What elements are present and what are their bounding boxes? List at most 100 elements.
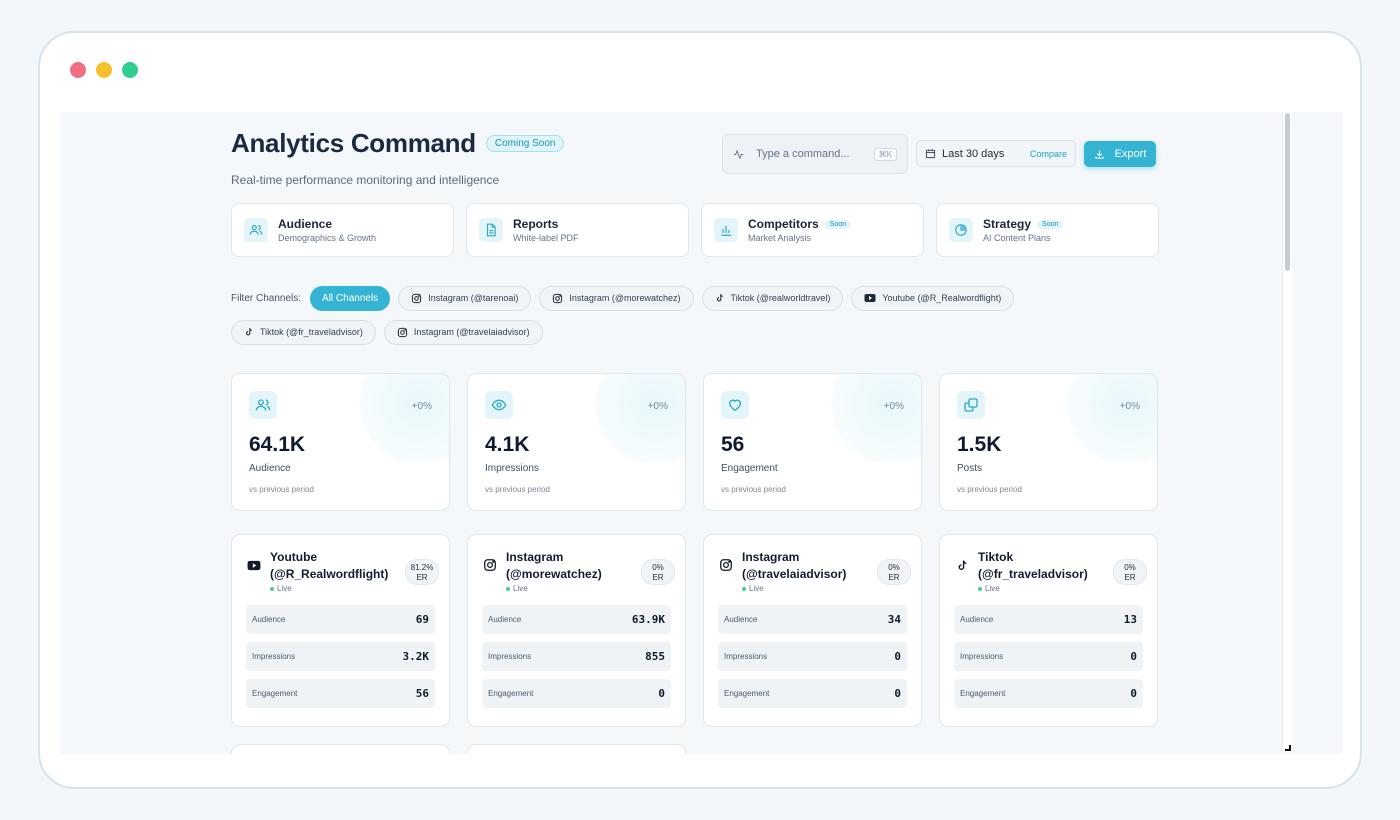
metric-value: 0 — [1130, 687, 1137, 700]
filter-chip[interactable]: Instagram (@morewatchez) — [539, 285, 694, 311]
page-header: Analytics Command Coming Soon Real-time … — [231, 128, 1156, 188]
channel-card[interactable] — [231, 744, 450, 754]
minimize-dot[interactable] — [96, 62, 112, 78]
metric-value: 0 — [1130, 650, 1137, 663]
filter-chip[interactable]: Youtube (@R_Realwordflight) — [851, 285, 1015, 311]
filter-chip[interactable]: Tiktok (@fr_traveladvisor) — [231, 319, 376, 345]
stat-label: Engagement — [721, 463, 778, 474]
stat-change: +0% — [647, 401, 668, 412]
instagram-icon — [412, 293, 422, 303]
stat-label: Posts — [957, 463, 983, 474]
metric-row: Audience 34 — [718, 605, 907, 634]
filter-label: Filter Channels: — [231, 292, 302, 304]
er-badge: 81.2% ER — [405, 559, 439, 585]
metric-label: Impressions — [488, 652, 532, 661]
filter-chip[interactable]: Tiktok (@realworldtravel) — [701, 285, 844, 311]
stat-value: 64.1K — [249, 433, 306, 456]
filter-chip-all[interactable]: All Channels — [310, 285, 391, 311]
bar-chart-icon — [714, 218, 738, 242]
filter-chip-label: Instagram (@travelaiadvisor) — [413, 327, 530, 337]
page-subtitle: Real-time performance monitoring and int… — [231, 173, 500, 187]
metric-label: Audience — [252, 615, 286, 624]
filter-chip[interactable]: Instagram (@travelaiadvisor) — [383, 319, 543, 345]
stat-change: +0% — [411, 401, 432, 412]
filter-chip-label: Instagram (@morewatchez) — [569, 293, 681, 303]
er-badge: 0% ER — [877, 559, 911, 585]
metric-row: Impressions 855 — [482, 642, 671, 671]
users-icon — [249, 391, 277, 419]
channel-card[interactable]: Instagram (@morewatchez) Live 0% ER Audie… — [467, 534, 686, 727]
channel-cards: Youtube (@R_Realwordflight) Live 81.2% ER… — [231, 534, 1158, 727]
nav-card-title: Audience — [278, 217, 333, 231]
metric-value: 855 — [645, 650, 665, 663]
nav-cards: Audience Demographics & Growth Reports W… — [231, 203, 1159, 257]
page-title: Analytics Command — [231, 128, 476, 158]
stat-note: vs previous period — [957, 485, 1022, 494]
filter-chip[interactable]: Instagram (@tarenoai) — [398, 285, 532, 311]
er-value: 0% — [652, 563, 664, 572]
nav-card-subtitle: AI Content Plans — [983, 233, 1051, 243]
channel-name: Tiktok (@fr_traveladvisor) — [978, 550, 1088, 581]
pie-chart-icon — [949, 218, 973, 242]
channel-card[interactable]: Youtube (@R_Realwordflight) Live 81.2% ER… — [231, 534, 450, 727]
stat-change: +0% — [1119, 401, 1140, 412]
er-badge: 0% ER — [1113, 559, 1147, 585]
nav-card-strategy[interactable]: Strategy Soon AI Content Plans — [936, 203, 1159, 257]
channel-card[interactable]: Tiktok (@fr_traveladvisor) Live 0% ER Aud… — [939, 534, 1158, 727]
download-icon — [1094, 149, 1104, 159]
live-status: Live — [978, 584, 1108, 593]
users-icon — [244, 218, 268, 242]
stat-card-impressions: +0% 4.1K Impressions vs previous period — [467, 373, 686, 511]
instagram-icon — [482, 557, 498, 573]
metric-label: Impressions — [724, 652, 768, 661]
tiktok-icon — [716, 294, 723, 302]
document-icon — [479, 218, 503, 242]
live-status: Live — [742, 584, 872, 593]
stat-cards: +0% 64.1K Audience vs previous period +0… — [231, 373, 1158, 511]
metric-row: Engagement 0 — [954, 679, 1143, 708]
metric-row: Engagement 56 — [246, 679, 435, 708]
live-status-label: Live — [277, 584, 292, 593]
stat-card-audience: +0% 64.1K Audience vs previous period — [231, 373, 450, 511]
er-badge: 0% ER — [641, 559, 675, 585]
maximize-dot[interactable] — [122, 62, 138, 78]
live-status: Live — [270, 584, 400, 593]
nav-card-title: Strategy — [983, 217, 1032, 231]
metric-value: 34 — [887, 613, 901, 626]
stat-card-engagement: +0% 56 Engagement vs previous period — [703, 373, 922, 511]
command-input[interactable]: Type a command... ⌘K — [722, 134, 908, 174]
channel-name: Youtube (@R_Realwordflight) — [270, 550, 389, 581]
window-controls — [70, 62, 138, 78]
metric-row: Audience 13 — [954, 605, 1143, 634]
metric-label: Impressions — [252, 652, 296, 661]
stat-note: vs previous period — [721, 485, 786, 494]
nav-card-audience[interactable]: Audience Demographics & Growth — [231, 203, 454, 257]
metric-label: Audience — [724, 615, 758, 624]
metric-label: Engagement — [252, 689, 298, 698]
export-button[interactable]: Export — [1084, 141, 1156, 167]
metric-row: Audience 69 — [246, 605, 435, 634]
scrollbar-thumb[interactable] — [1285, 113, 1290, 271]
tiktok-icon — [954, 557, 970, 573]
instagram-icon — [718, 557, 734, 573]
channel-card[interactable]: Instagram (@travelaiadvisor) Live 0% ER A… — [703, 534, 922, 727]
close-dot[interactable] — [70, 62, 86, 78]
metric-label: Engagement — [488, 689, 534, 698]
date-range-value: Last 30 days — [942, 147, 1005, 160]
compare-button[interactable]: Compare — [1029, 148, 1067, 159]
youtube-icon — [864, 294, 876, 302]
live-status-label: Live — [985, 584, 1000, 593]
nav-card-reports[interactable]: Reports White-label PDF — [466, 203, 689, 257]
scrollbar[interactable] — [1282, 112, 1292, 752]
channel-card[interactable] — [467, 744, 686, 754]
metric-value: 56 — [415, 687, 429, 700]
nav-card-competitors[interactable]: Competitors Soon Market Analysis — [701, 203, 924, 257]
channel-name: Instagram (@travelaiadvisor) — [742, 550, 847, 581]
nav-card-subtitle: White-label PDF — [513, 233, 579, 243]
metric-row: Impressions 0 — [718, 642, 907, 671]
page-viewport: Analytics Command Coming Soon Real-time … — [60, 112, 1342, 754]
stat-label: Impressions — [485, 463, 539, 474]
nav-card-subtitle: Demographics & Growth — [278, 233, 377, 243]
stat-change: +0% — [883, 401, 904, 412]
date-range-picker[interactable]: Last 30 days Compare — [916, 140, 1076, 167]
